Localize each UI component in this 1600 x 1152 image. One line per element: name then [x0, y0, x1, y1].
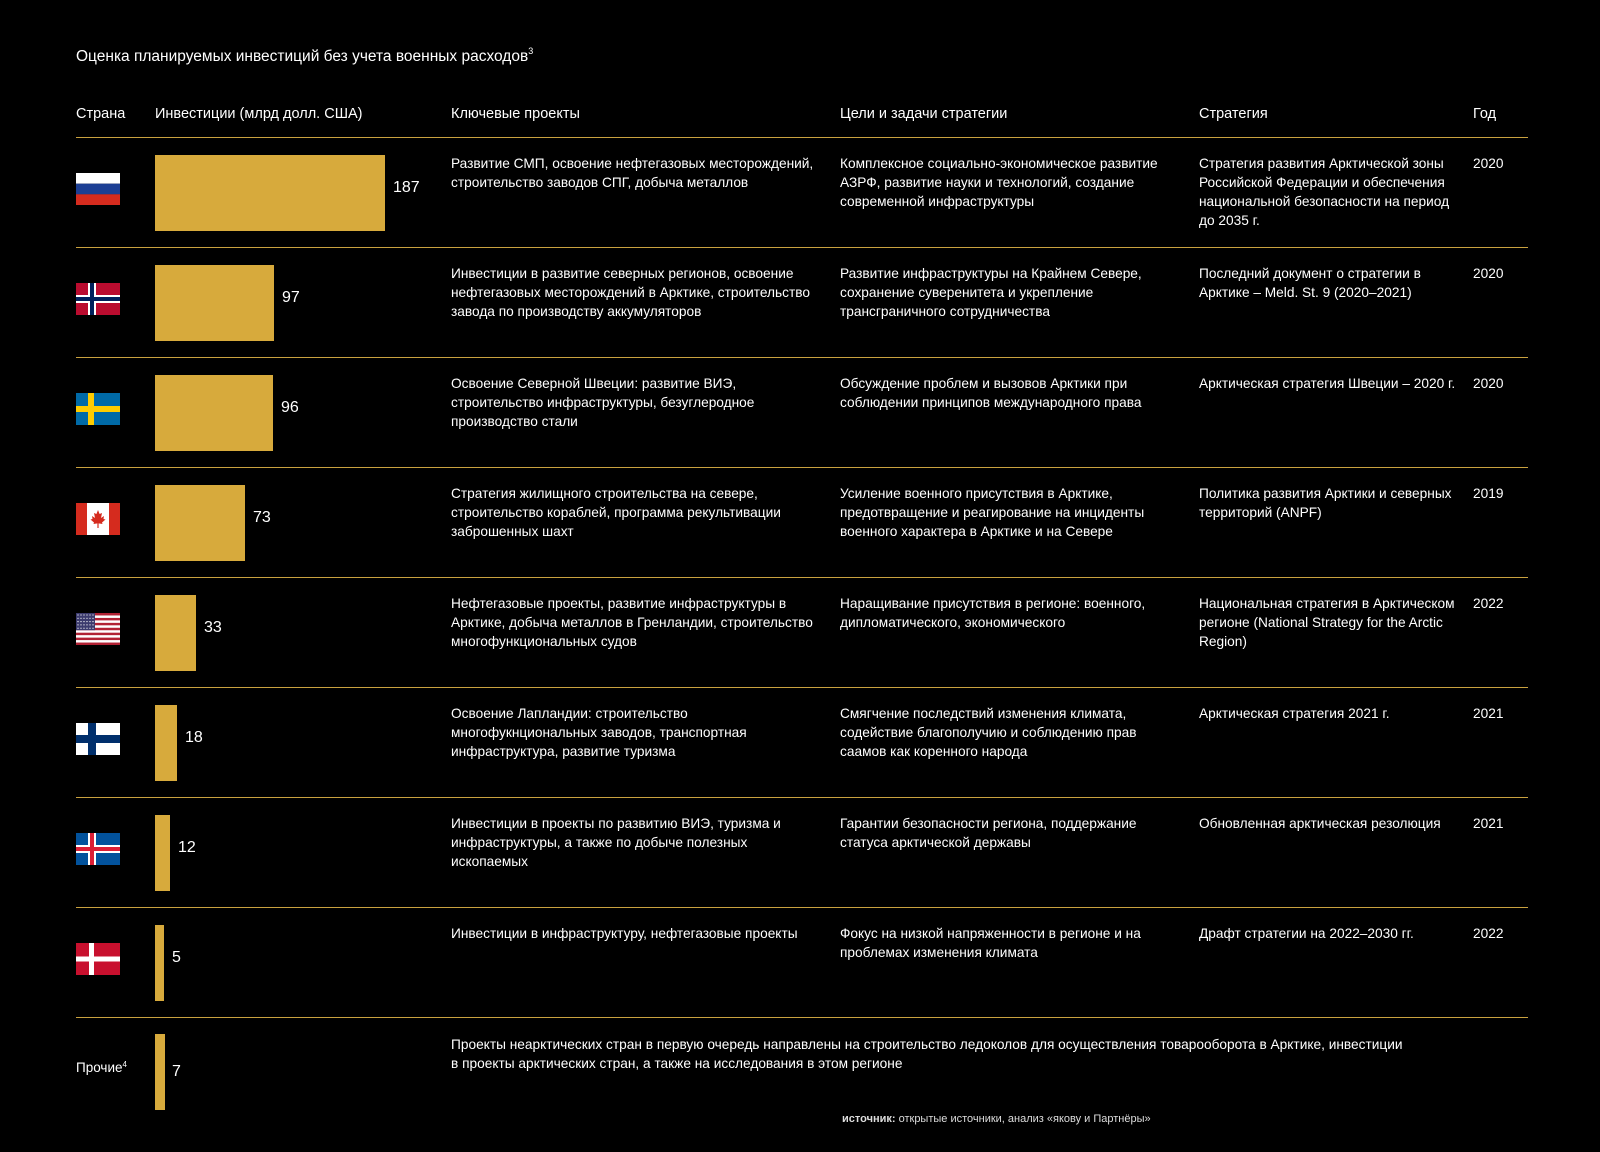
key-projects-cell: Нефтегазовые проекты, развитие инфрастру… [451, 596, 813, 649]
key-projects-cell: Инвестиции в развитие северных регионов,… [451, 266, 811, 319]
row-divider [76, 357, 1528, 358]
header-strategy: Стратегия [1199, 106, 1268, 122]
key-projects-cell: Освоение Северной Швеции: развитие ВИЭ, … [451, 376, 755, 429]
header-goals: Цели и задачи стратегии [840, 106, 1008, 122]
year-cell: 2020 [1473, 156, 1504, 171]
russia-flag [76, 173, 120, 205]
table-row: 97 Инвестиции в развитие северных регионо… [0, 247, 1600, 357]
key-projects-cell: Развитие СМП, освоение нефтегазовых мест… [451, 156, 814, 190]
others-label: Прочие4 [76, 1060, 127, 1075]
bar-others [155, 1034, 165, 1110]
table-row: 73 Стратегия жилищного строительства на с… [0, 467, 1600, 577]
strategy-cell: Политика развития Арктики и северных тер… [1199, 486, 1452, 520]
bar-value-label: 33 [204, 619, 222, 636]
bar-value-label: 96 [281, 399, 299, 416]
value-label-others: 7 [172, 1063, 181, 1080]
key-projects-cell: Инвестиции в инфраструктуру, нефтегазовы… [451, 926, 798, 941]
year-cell: 2021 [1473, 706, 1504, 721]
goals-cell: Развитие инфраструктуры на Крайнем Север… [840, 266, 1142, 319]
finland-flag [76, 723, 120, 755]
goals-cell: Смягчение последствий изменения климата,… [840, 706, 1137, 759]
strategy-cell: Обновленная арктическая резолюция [1199, 816, 1441, 831]
year-cell: 2021 [1473, 816, 1504, 831]
key-projects-cell: Инвестиции в проекты по развитию ВИЭ, ту… [451, 816, 781, 869]
header-investments: Инвестиции (млрд долл. США) [155, 106, 363, 122]
row-divider [76, 467, 1528, 468]
bar-value-label: 12 [178, 839, 196, 856]
strategy-cell: Арктическая стратегия Швеции – 2020 г. [1199, 376, 1456, 391]
chart-title: Оценка планируемых инвестиций без учета … [76, 46, 534, 65]
bar [155, 375, 273, 451]
bar-value-label: 97 [282, 289, 300, 306]
header-country: Страна [76, 106, 126, 122]
bar [155, 265, 274, 341]
table-row: 12 Инвестиции в проекты по развитию ВИЭ, … [0, 797, 1600, 907]
year-cell: 2020 [1473, 376, 1504, 391]
source-note: источник: открытые источники, анализ «як… [842, 1113, 1151, 1125]
row-divider [76, 247, 1528, 248]
goals-cell: Усиление военного присутствия в Арктике,… [840, 486, 1145, 539]
header-projects: Ключевые проекты [451, 106, 580, 122]
header-year: Год [1473, 106, 1497, 122]
bar [155, 155, 385, 231]
strategy-cell: Последний документ о стратегии в Арктике… [1199, 266, 1421, 300]
table-row: 187 Развитие СМП, освоение нефтегазовых м… [0, 137, 1600, 247]
table-row: 5 Инвестиции в инфраструктуру, нефтегазов… [0, 907, 1600, 1017]
strategy-cell: Стратегия развития Арктической зоны Росс… [1199, 156, 1450, 228]
denmark-flag [76, 943, 120, 975]
bar-value-label: 5 [172, 949, 181, 966]
bar-value-label: 187 [393, 179, 420, 196]
sweden-flag [76, 393, 120, 425]
goals-cell: Комплексное социально-экономическое разв… [840, 156, 1158, 209]
row-divider [76, 577, 1528, 578]
table-row: 96 Освоение Северной Швеции: развитие ВИЭ… [0, 357, 1600, 467]
strategy-cell: Национальная стратегия в Арктическом рег… [1199, 596, 1455, 649]
key-projects-cell: Освоение Лапландии: строительство многоф… [451, 706, 747, 759]
row-divider [76, 687, 1528, 688]
year-cell: 2019 [1473, 486, 1504, 501]
row-divider [76, 137, 1528, 138]
bar [155, 595, 196, 671]
norway-flag [76, 283, 120, 315]
year-cell: 2022 [1473, 926, 1504, 941]
canada-flag [76, 503, 120, 535]
bar [155, 705, 177, 781]
iceland-flag [76, 833, 120, 865]
row-divider [76, 907, 1528, 908]
others-description: Проекты неарктических стран в первую оче… [451, 1037, 1403, 1071]
strategy-cell: Драфт стратегии на 2022–2030 гг. [1199, 926, 1414, 941]
bar [155, 815, 170, 891]
goals-cell: Наращивание присутствия в регионе: военн… [840, 596, 1146, 630]
row-divider [76, 797, 1528, 798]
goals-cell: Фокус на низкой напряженности в регионе … [840, 926, 1141, 960]
bar [155, 485, 245, 561]
strategy-cell: Арктическая стратегия 2021 г. [1199, 706, 1390, 721]
key-projects-cell: Стратегия жилищного строительства на сев… [451, 486, 781, 539]
year-cell: 2022 [1473, 596, 1504, 611]
table-row: 33 Нефтегазовые проекты, развитие инфраст… [0, 577, 1600, 687]
bar-value-label: 18 [185, 729, 203, 746]
row-divider [76, 1017, 1528, 1018]
table-row: 18 Освоение Лапландии: строительство мног… [0, 687, 1600, 797]
year-cell: 2020 [1473, 266, 1504, 281]
bar [155, 925, 164, 1001]
goals-cell: Гарантии безопасности региона, поддержан… [840, 816, 1137, 850]
bar-value-label: 73 [253, 509, 271, 526]
goals-cell: Обсуждение проблем и вызовов Арктики при… [840, 376, 1142, 410]
usa-flag [76, 613, 120, 645]
